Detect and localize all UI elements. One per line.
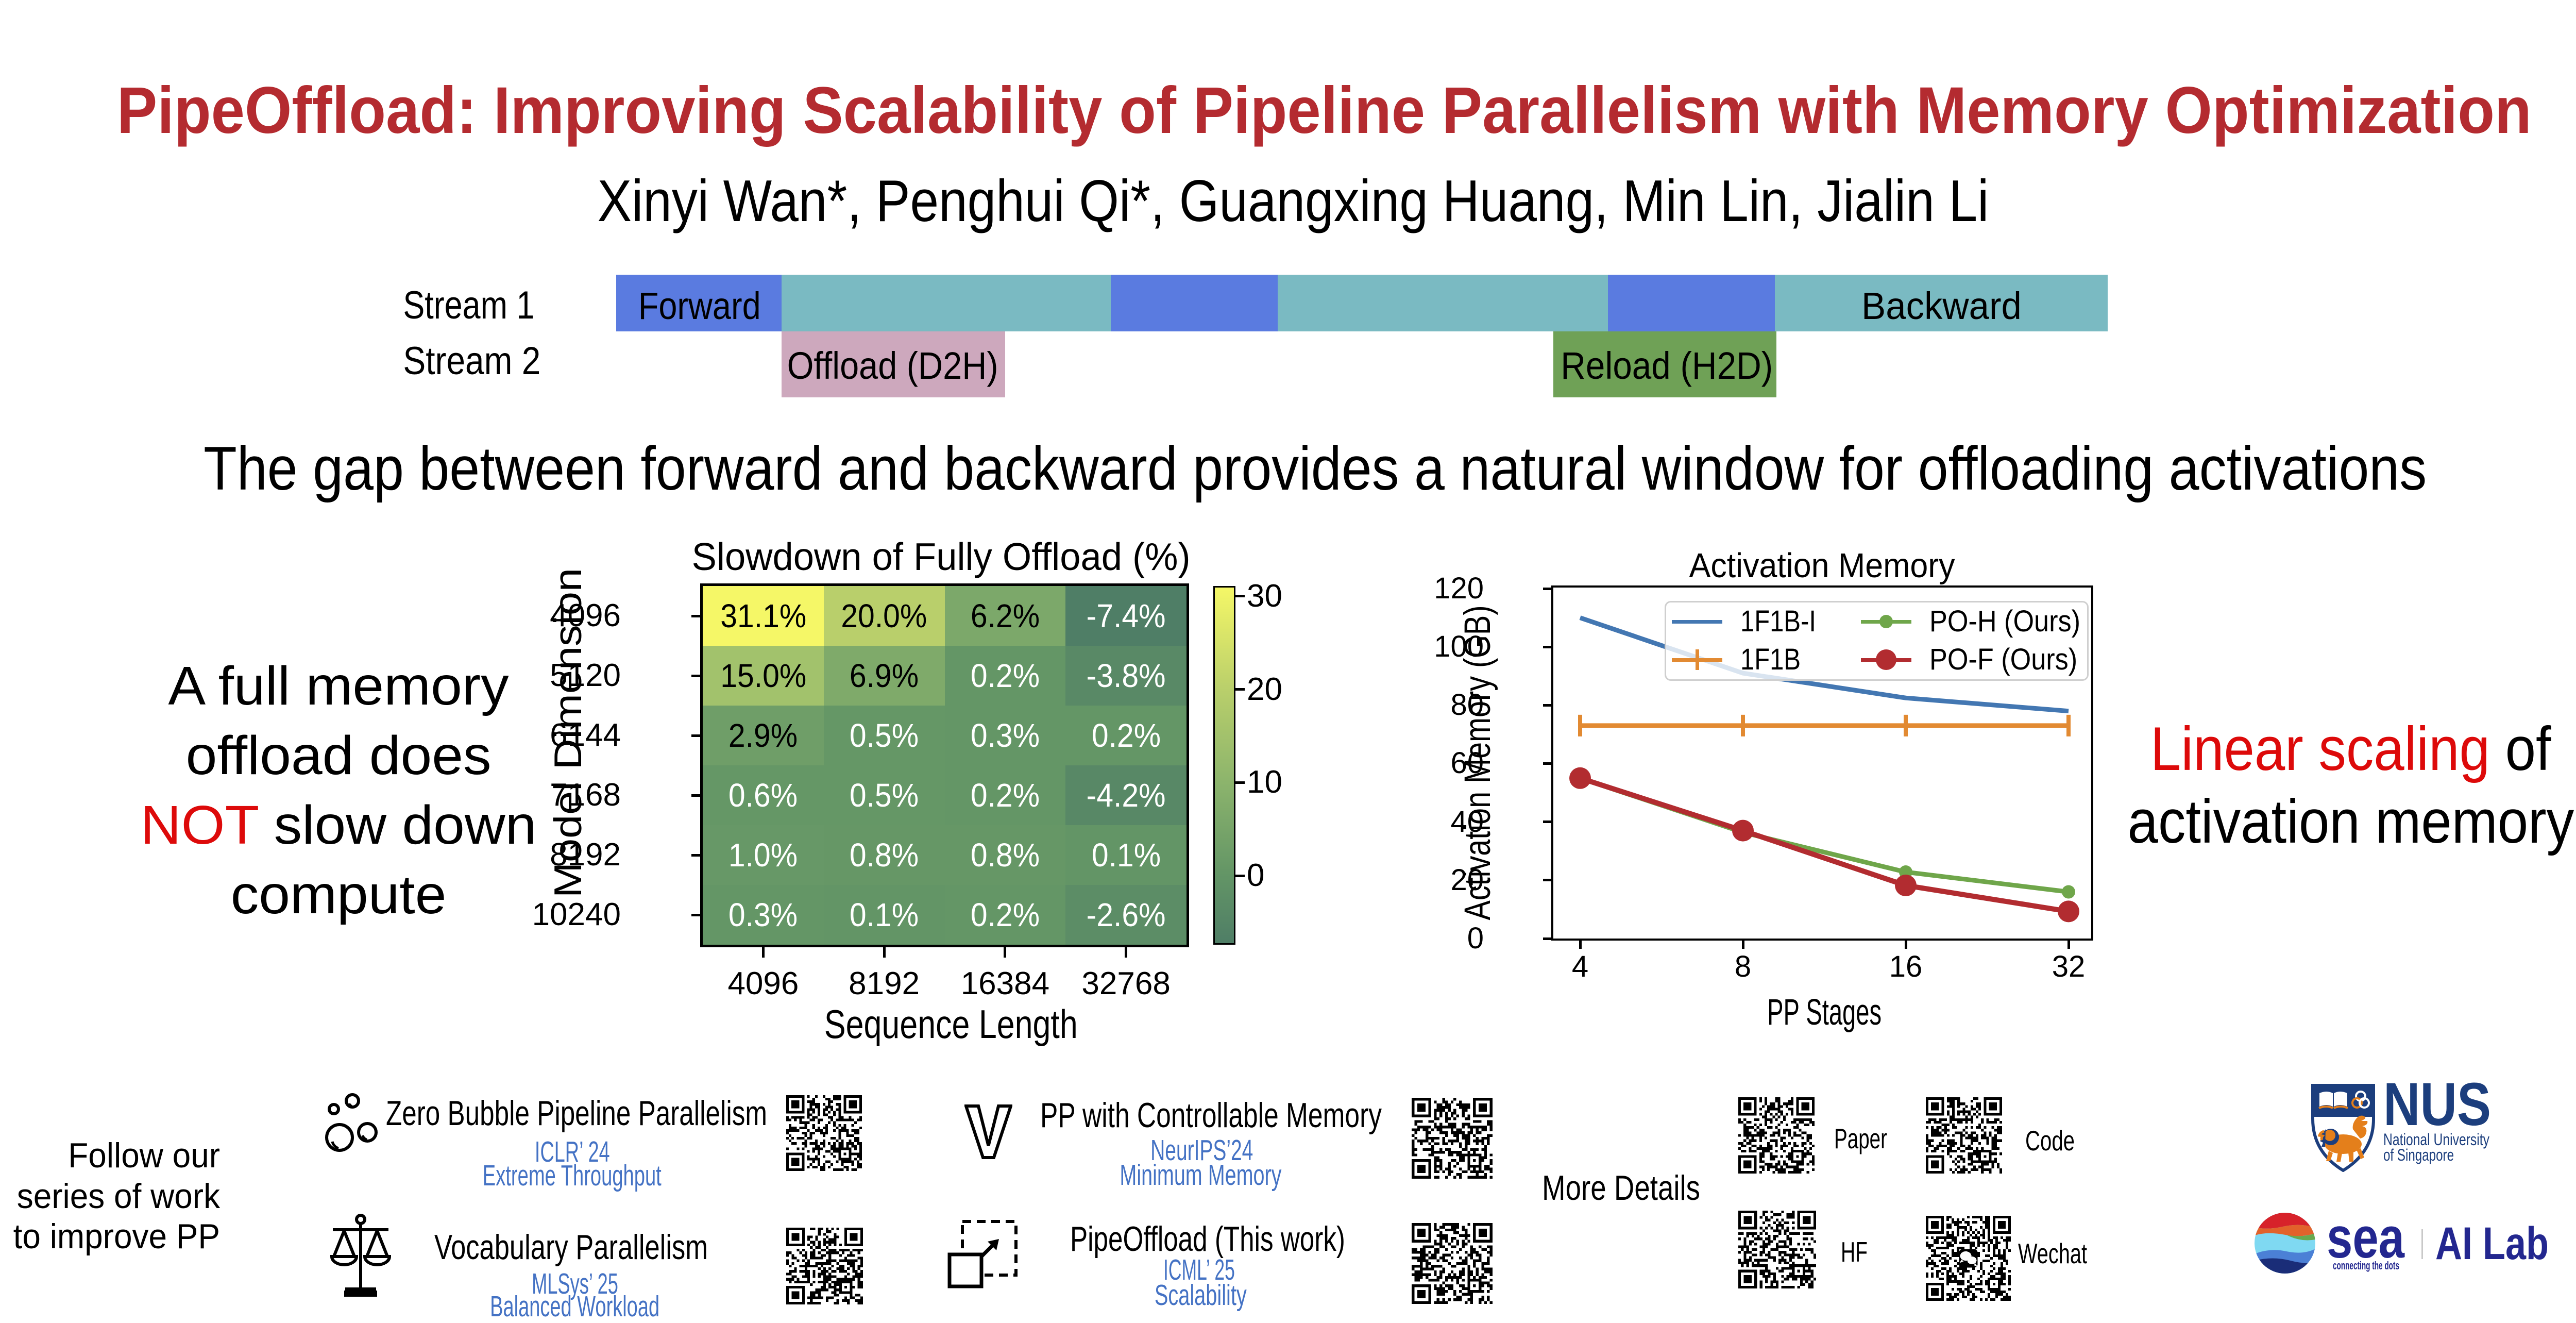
svg-text:Activation Memory (GB): Activation Memory (GB) (1458, 606, 1498, 920)
svg-text:Model Dimension: Model Dimension (546, 568, 589, 898)
